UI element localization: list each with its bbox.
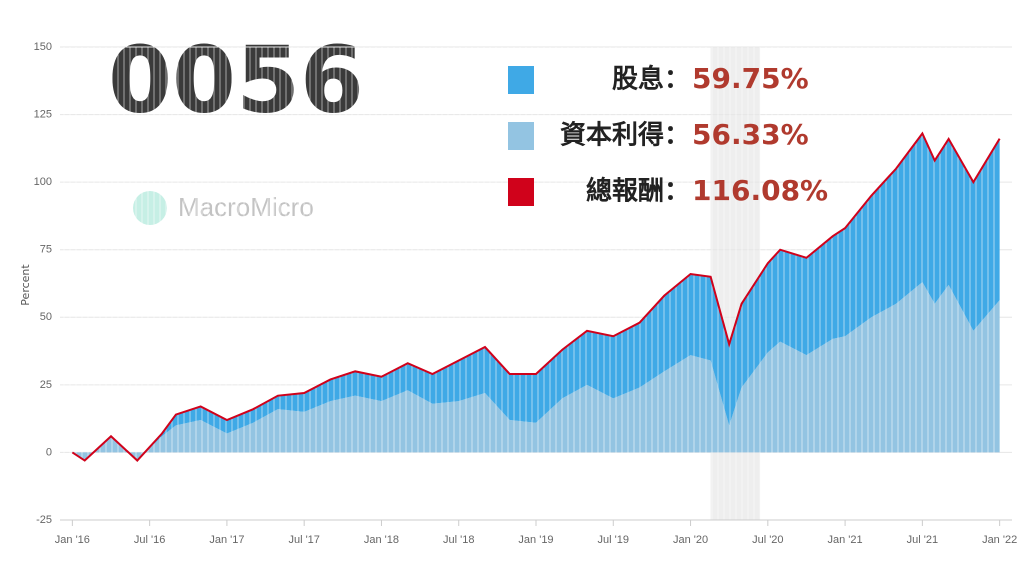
y-tick-label: 125	[34, 108, 52, 120]
plot-area	[60, 46, 1012, 521]
legend-separator: ：	[664, 121, 690, 151]
watermark-text: MacroMicro	[178, 192, 314, 222]
legend-separator: ：	[664, 177, 690, 207]
x-tick-label: Jan '22	[982, 534, 1017, 546]
legend-value: 116.08%	[692, 174, 828, 207]
legend-entry: 股息： 59.75%	[508, 62, 809, 95]
legend-value: 59.75%	[692, 62, 809, 95]
legend-swatch	[508, 122, 534, 150]
legend-value: 56.33%	[692, 118, 809, 151]
y-tick-label: 0	[46, 446, 52, 458]
x-tick-label: Jan '18	[364, 534, 399, 546]
legend-name: 資本利得	[560, 121, 664, 151]
legend-entry: 總報酬： 116.08%	[508, 174, 828, 207]
x-tick-label: Jul '17	[288, 534, 319, 546]
chart-title: 0056	[108, 26, 364, 133]
x-tick-label: Jul '19	[598, 534, 629, 546]
legend-swatch	[508, 66, 534, 94]
y-axis-label: Percent	[19, 264, 32, 306]
watermark-logo	[133, 191, 167, 225]
total-line	[71, 131, 1001, 462]
legend-name: 總報酬	[586, 176, 664, 207]
y-tick-label: 25	[40, 379, 52, 391]
legend-swatch	[508, 178, 534, 206]
x-tick-label: Jan '19	[518, 534, 553, 546]
x-tick-label: Jan '16	[55, 534, 90, 546]
x-tick-label: Jan '17	[209, 534, 244, 546]
y-tick-label: 75	[40, 244, 52, 256]
legend-entry: 資本利得： 56.33%	[508, 118, 809, 151]
x-tick-label: Jan '21	[828, 534, 863, 546]
y-tick-label: 150	[34, 41, 52, 53]
x-tick-label: Jan '20	[673, 534, 708, 546]
y-tick-label: 50	[40, 311, 52, 323]
x-tick-label: Jul '21	[907, 534, 938, 546]
y-tick-label: 100	[34, 176, 52, 188]
legend-separator: ：	[664, 65, 690, 95]
x-tick-label: Jul '20	[752, 534, 783, 546]
legend-name: 股息	[612, 64, 664, 95]
y-tick-label: -25	[36, 514, 52, 526]
x-tick-label: Jul '18	[443, 534, 474, 546]
x-tick-label: Jul '16	[134, 534, 165, 546]
